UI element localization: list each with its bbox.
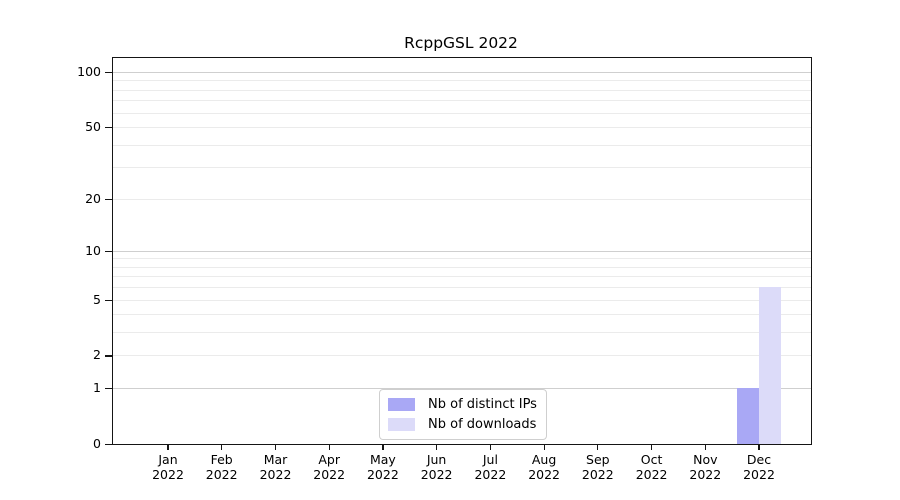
y-tick-label-0: 0 bbox=[93, 436, 101, 451]
x-tick-label-apr: Apr 2022 bbox=[313, 452, 346, 482]
chart-title: RcppGSL 2022 bbox=[404, 34, 518, 52]
x-tick-label-feb: Feb 2022 bbox=[205, 452, 238, 482]
x-tick-mark-oct bbox=[650, 444, 653, 450]
gridline-100 bbox=[113, 71, 811, 73]
legend-item-downloads: Nb of downloads bbox=[388, 416, 537, 433]
x-tick-label-dec: Dec 2022 bbox=[743, 452, 775, 482]
legend: Nb of distinct IPs Nb of downloads bbox=[379, 389, 547, 440]
x-tick-mark-apr bbox=[328, 444, 330, 450]
x-tick-mark-mar bbox=[274, 444, 277, 450]
y-tick-label-2: 2 bbox=[93, 347, 101, 363]
gridline-6 bbox=[113, 287, 811, 289]
x-tick-label-jun: Jun 2022 bbox=[420, 452, 453, 482]
x-tick-label-may: May 2022 bbox=[366, 452, 399, 482]
bar-dec-distinct-ips bbox=[737, 388, 759, 444]
gridline-90 bbox=[113, 80, 811, 82]
gridline-20 bbox=[113, 198, 811, 200]
y-tick-label-1: 1 bbox=[93, 380, 101, 396]
x-tick-mark-nov bbox=[704, 444, 706, 450]
gridline-8 bbox=[113, 266, 811, 268]
gridline-10 bbox=[113, 250, 811, 252]
plot-area: 0 1 2 5 10 20 50 100 Jan 2022 Feb 2022 Mar 2022 Apr 20… bbox=[77, 57, 812, 482]
x-tick-mark-may bbox=[382, 444, 384, 450]
y-tick-mark-20 bbox=[105, 198, 112, 200]
gridline-30 bbox=[113, 167, 811, 169]
gridline-70 bbox=[113, 100, 811, 102]
x-tick-label-nov: Nov 2022 bbox=[689, 452, 722, 482]
x-tick-label-oct: Oct 2022 bbox=[635, 452, 668, 482]
y-tick-label-10: 10 bbox=[85, 242, 101, 258]
gridline-3 bbox=[113, 332, 811, 334]
gridline-7 bbox=[113, 276, 811, 278]
gridline-4 bbox=[113, 314, 811, 316]
x-tick-mark-dec bbox=[758, 444, 760, 450]
y-tick-label-20: 20 bbox=[85, 190, 101, 206]
gridline-40 bbox=[113, 144, 811, 146]
legend-item-distinct-ips: Nb of distinct IPs bbox=[388, 396, 537, 413]
gridline-5 bbox=[113, 299, 811, 301]
x-tick-mark-aug bbox=[543, 444, 545, 450]
y-tick-label-50: 50 bbox=[85, 119, 101, 134]
y-tick-mark-0 bbox=[105, 444, 112, 446]
x-tick-label-jan: Jan 2022 bbox=[152, 452, 184, 482]
x-tick-label-aug: Aug 2022 bbox=[528, 452, 560, 482]
x-tick-mark-jan bbox=[167, 444, 169, 450]
y-tick-label-100: 100 bbox=[77, 63, 101, 79]
y-tick-label-5: 5 bbox=[93, 291, 101, 307]
x-tick-mark-jun bbox=[436, 444, 438, 450]
legend-swatch-downloads bbox=[388, 418, 415, 431]
gridline-9 bbox=[113, 258, 811, 260]
y-tick-mark-1 bbox=[105, 388, 112, 390]
y-tick-mark-10 bbox=[105, 250, 112, 252]
x-tick-label-sep: Sep 2022 bbox=[581, 452, 614, 482]
gridline-60 bbox=[113, 112, 811, 114]
gridline-50 bbox=[113, 127, 811, 128]
y-tick-mark-5 bbox=[105, 299, 112, 301]
y-tick-mark-50 bbox=[105, 127, 112, 129]
gridline-1 bbox=[113, 388, 811, 390]
legend-label-downloads: Nb of downloads bbox=[428, 417, 537, 432]
bar-dec-downloads bbox=[759, 287, 781, 444]
y-tick-mark-2 bbox=[105, 355, 112, 357]
x-tick-label-jul: Jul 2022 bbox=[474, 452, 507, 482]
legend-swatch-distinct-ips bbox=[388, 398, 415, 411]
x-tick-label-mar: Mar 2022 bbox=[259, 452, 292, 482]
legend-label-distinct-ips: Nb of distinct IPs bbox=[428, 397, 537, 412]
gridline-80 bbox=[113, 89, 811, 91]
gridline-2 bbox=[113, 355, 811, 357]
x-tick-mark-feb bbox=[221, 444, 223, 450]
x-tick-mark-jul bbox=[489, 444, 491, 450]
y-tick-mark-100 bbox=[105, 71, 112, 74]
x-tick-mark-sep bbox=[597, 444, 599, 450]
